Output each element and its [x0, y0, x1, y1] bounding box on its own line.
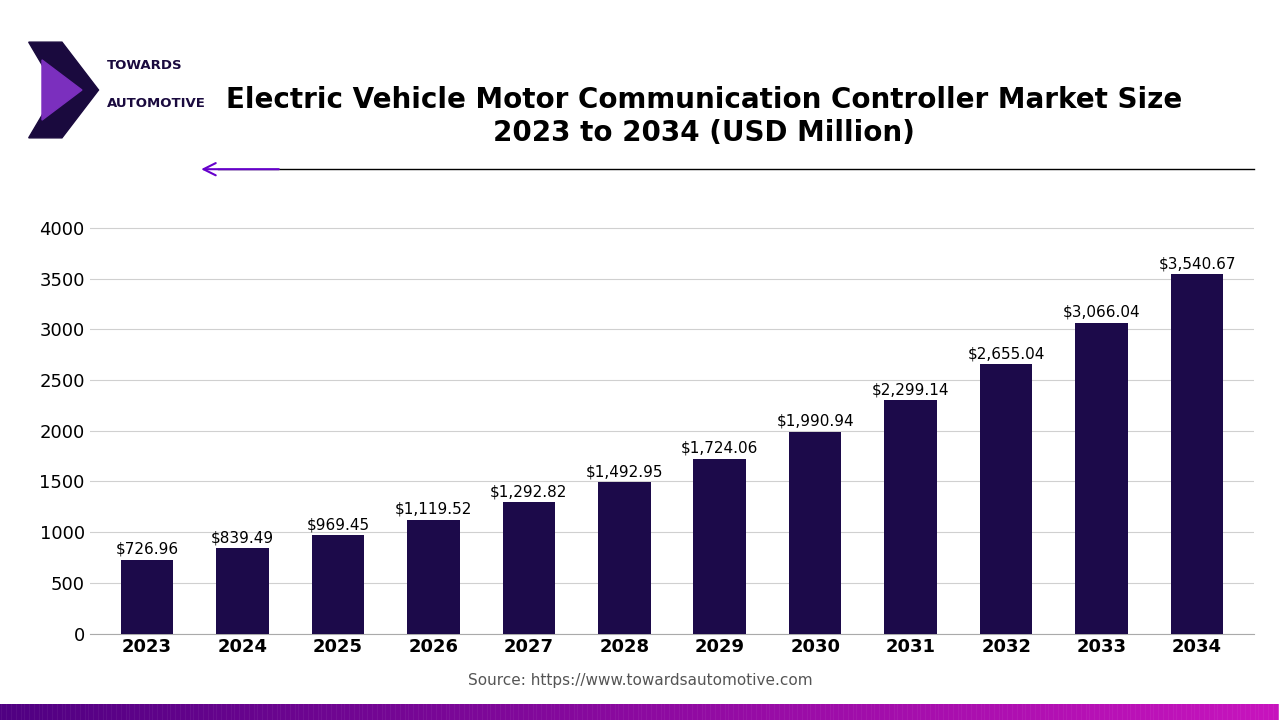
Text: Source: https://www.towardsautomotive.com: Source: https://www.towardsautomotive.co…: [467, 673, 813, 688]
Bar: [694, 459, 746, 634]
Text: AUTOMOTIVE: AUTOMOTIVE: [108, 97, 206, 110]
Bar: [407, 520, 460, 634]
Text: Electric Vehicle Motor Communication Controller Market Size
2023 to 2034 (USD Mi: Electric Vehicle Motor Communication Con…: [225, 86, 1183, 147]
Bar: [120, 560, 173, 634]
Text: $726.96: $726.96: [115, 542, 178, 557]
Text: $2,655.04: $2,655.04: [968, 346, 1044, 361]
Text: $3,540.67: $3,540.67: [1158, 256, 1236, 271]
Text: $1,119.52: $1,119.52: [394, 502, 472, 517]
Text: $1,990.94: $1,990.94: [777, 413, 854, 428]
Text: $1,724.06: $1,724.06: [681, 441, 759, 456]
Polygon shape: [42, 60, 82, 120]
Bar: [1171, 274, 1224, 634]
Bar: [980, 364, 1033, 634]
Bar: [598, 482, 650, 634]
Bar: [311, 535, 364, 634]
Bar: [503, 503, 556, 634]
Bar: [216, 549, 269, 634]
Text: TOWARDS: TOWARDS: [108, 59, 183, 72]
Bar: [788, 431, 841, 634]
Text: $1,492.95: $1,492.95: [585, 464, 663, 479]
Text: $839.49: $839.49: [211, 531, 274, 545]
Text: $969.45: $969.45: [306, 517, 370, 532]
Polygon shape: [28, 42, 99, 138]
Text: $3,066.04: $3,066.04: [1062, 305, 1140, 320]
Bar: [884, 400, 937, 634]
Bar: [1075, 323, 1128, 634]
Text: $2,299.14: $2,299.14: [872, 382, 950, 397]
Text: $1,292.82: $1,292.82: [490, 485, 567, 500]
